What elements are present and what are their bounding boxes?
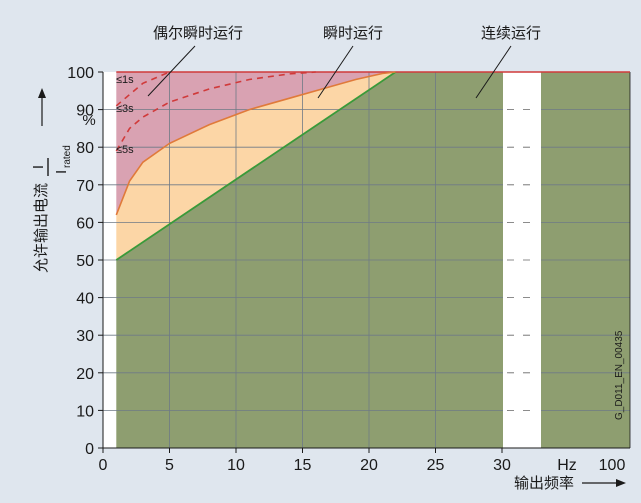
x-tick-label: 0: [99, 457, 108, 474]
x-tick-label: 10: [227, 457, 245, 474]
x-tick-label: 100: [599, 457, 626, 474]
series-5s-curve: [115, 71, 396, 216]
x-tick-label: 5: [165, 457, 174, 474]
x-tick-label: 25: [427, 457, 445, 474]
y-fraction-numerator: I: [30, 165, 47, 169]
region-occasional: [116, 72, 396, 215]
x-tick-label: 15: [294, 457, 312, 474]
leader-continuous: [475, 45, 512, 99]
region-label-occasional: 偶尔瞬时运行: [153, 24, 243, 42]
y-axis-unit: %: [82, 112, 95, 129]
x-axis-arrow-head: [616, 479, 626, 487]
x-unit-label: Hz: [557, 457, 577, 474]
curve-label: ≤1s: [116, 74, 134, 86]
series-3s-curve: [115, 71, 316, 152]
series-1s-curve: [115, 71, 170, 107]
y-tick-label: 60: [76, 215, 94, 232]
y-tick-label: 50: [76, 253, 94, 270]
y-tick-label: 90: [76, 103, 94, 120]
y-tick-label: 70: [76, 178, 94, 195]
y-axis-arrow-head: [38, 88, 46, 98]
y-fraction-denominator: I: [53, 170, 70, 174]
curve-label: ≤3s: [116, 103, 134, 115]
series-continuous-boundary: [115, 71, 397, 261]
y-tick-label: 100: [67, 65, 94, 82]
y-tick-label: 30: [76, 328, 94, 345]
leader-momentary: [317, 45, 354, 99]
region-label-continuous: 连续运行: [481, 24, 541, 42]
watermark-group: G_D011_EN_00435: [614, 330, 625, 420]
y-tick-label: 10: [76, 403, 94, 420]
x-tick-label: 20: [360, 457, 378, 474]
y-tick-label: 40: [76, 291, 94, 308]
y-axis-label: 允许输出电流: [32, 183, 50, 273]
y-tick-label: 0: [85, 441, 94, 458]
y-fraction-denominator-sub: rated: [62, 145, 73, 168]
leader-occasional: [147, 45, 196, 97]
y-tick-label: 20: [76, 366, 94, 383]
y-tick-label: 80: [76, 140, 94, 157]
curve-label: ≤5s: [116, 144, 134, 156]
x-tick-label: 30: [493, 457, 511, 474]
x-axis-label: 输出频率: [514, 474, 574, 492]
region-label-momentary: 瞬时运行: [323, 24, 383, 42]
watermark-code: G_D011_EN_00435: [614, 330, 625, 420]
